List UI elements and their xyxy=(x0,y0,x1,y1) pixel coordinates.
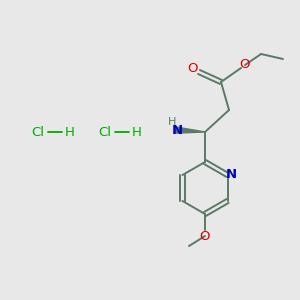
Text: N: N xyxy=(226,167,237,181)
Text: N: N xyxy=(171,124,183,137)
Text: H: H xyxy=(65,125,75,139)
Text: H: H xyxy=(132,125,142,139)
Text: O: O xyxy=(200,230,210,242)
Text: H: H xyxy=(168,117,176,127)
Text: O: O xyxy=(187,62,197,76)
Text: O: O xyxy=(240,58,250,71)
Text: Cl: Cl xyxy=(32,125,44,139)
Text: Cl: Cl xyxy=(98,125,112,139)
Polygon shape xyxy=(175,127,205,133)
